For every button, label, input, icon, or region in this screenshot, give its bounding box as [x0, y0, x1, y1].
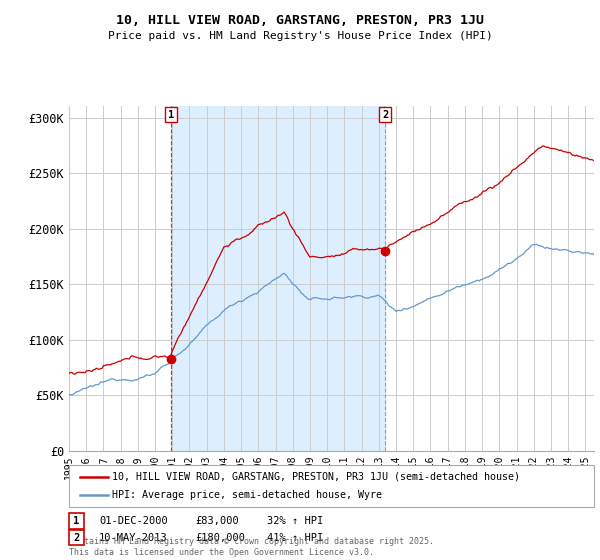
- Text: 01-DEC-2000: 01-DEC-2000: [99, 516, 168, 526]
- Text: 10-MAY-2013: 10-MAY-2013: [99, 533, 168, 543]
- Text: 1: 1: [168, 110, 174, 120]
- Text: £180,000: £180,000: [195, 533, 245, 543]
- Bar: [171, 106, 385, 451]
- Text: Contains HM Land Registry data © Crown copyright and database right 2025.
This d: Contains HM Land Registry data © Crown c…: [69, 537, 434, 557]
- Text: £83,000: £83,000: [195, 516, 239, 526]
- Text: 32% ↑ HPI: 32% ↑ HPI: [267, 516, 323, 526]
- Text: 10, HILL VIEW ROAD, GARSTANG, PRESTON, PR3 1JU: 10, HILL VIEW ROAD, GARSTANG, PRESTON, P…: [116, 14, 484, 27]
- Text: 10, HILL VIEW ROAD, GARSTANG, PRESTON, PR3 1JU (semi-detached house): 10, HILL VIEW ROAD, GARSTANG, PRESTON, P…: [112, 472, 520, 482]
- Text: 41% ↑ HPI: 41% ↑ HPI: [267, 533, 323, 543]
- Text: Price paid vs. HM Land Registry's House Price Index (HPI): Price paid vs. HM Land Registry's House …: [107, 31, 493, 41]
- Text: 2: 2: [73, 533, 80, 543]
- Text: 1: 1: [73, 516, 80, 526]
- Text: HPI: Average price, semi-detached house, Wyre: HPI: Average price, semi-detached house,…: [112, 490, 382, 500]
- Text: 2: 2: [382, 110, 388, 120]
